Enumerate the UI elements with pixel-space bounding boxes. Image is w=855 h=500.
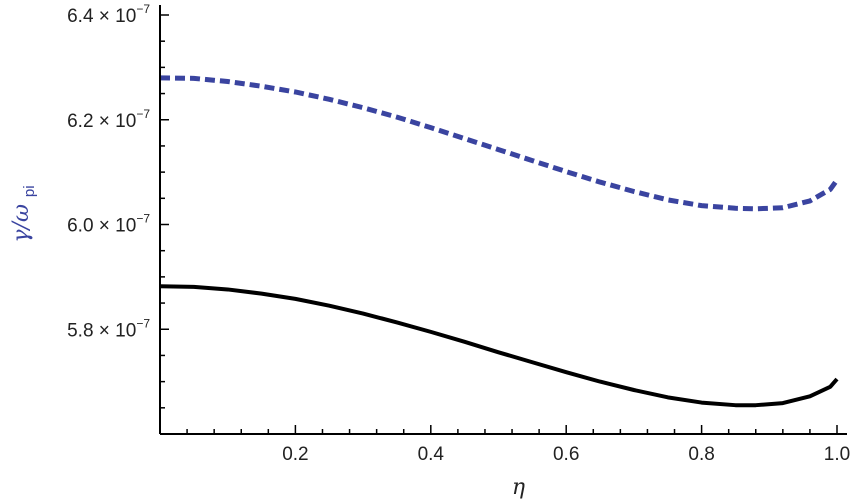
y-tick-label: 6.4 × 10−7 — [67, 2, 150, 27]
x-tick-label: 0.6 — [553, 444, 579, 465]
y-axis-title: γ/ω pi — [9, 185, 38, 242]
solid-series-line — [159, 284, 839, 408]
series-layer — [159, 75, 840, 408]
x-tick-label: 0.2 — [282, 444, 308, 465]
axes-layer — [159, 5, 847, 435]
x-axis-title: η — [512, 475, 525, 500]
x-tick-label: 0.8 — [688, 444, 714, 465]
dashed-series-line — [159, 75, 840, 212]
y-tick-label: 5.8 × 10−7 — [67, 316, 150, 341]
x-tick-label: 0.4 — [418, 444, 445, 465]
x-tick-label: 1.0 — [824, 444, 850, 465]
y-axis-title-main: γ/ω — [9, 204, 34, 243]
y-tick-label: 6.2 × 10−7 — [67, 107, 150, 132]
y-tick-label: 6.0 × 10−7 — [67, 212, 150, 237]
y-axis-title-subscript: pi — [21, 185, 38, 197]
x-ticks: 0.2 0.4 0.6 0.8 1.0 — [159, 425, 850, 465]
y-ticks: 5.8 × 10−7 6.0 × 10−7 6.2 × 10−7 6.4 × 10−7 — [67, 2, 169, 435]
